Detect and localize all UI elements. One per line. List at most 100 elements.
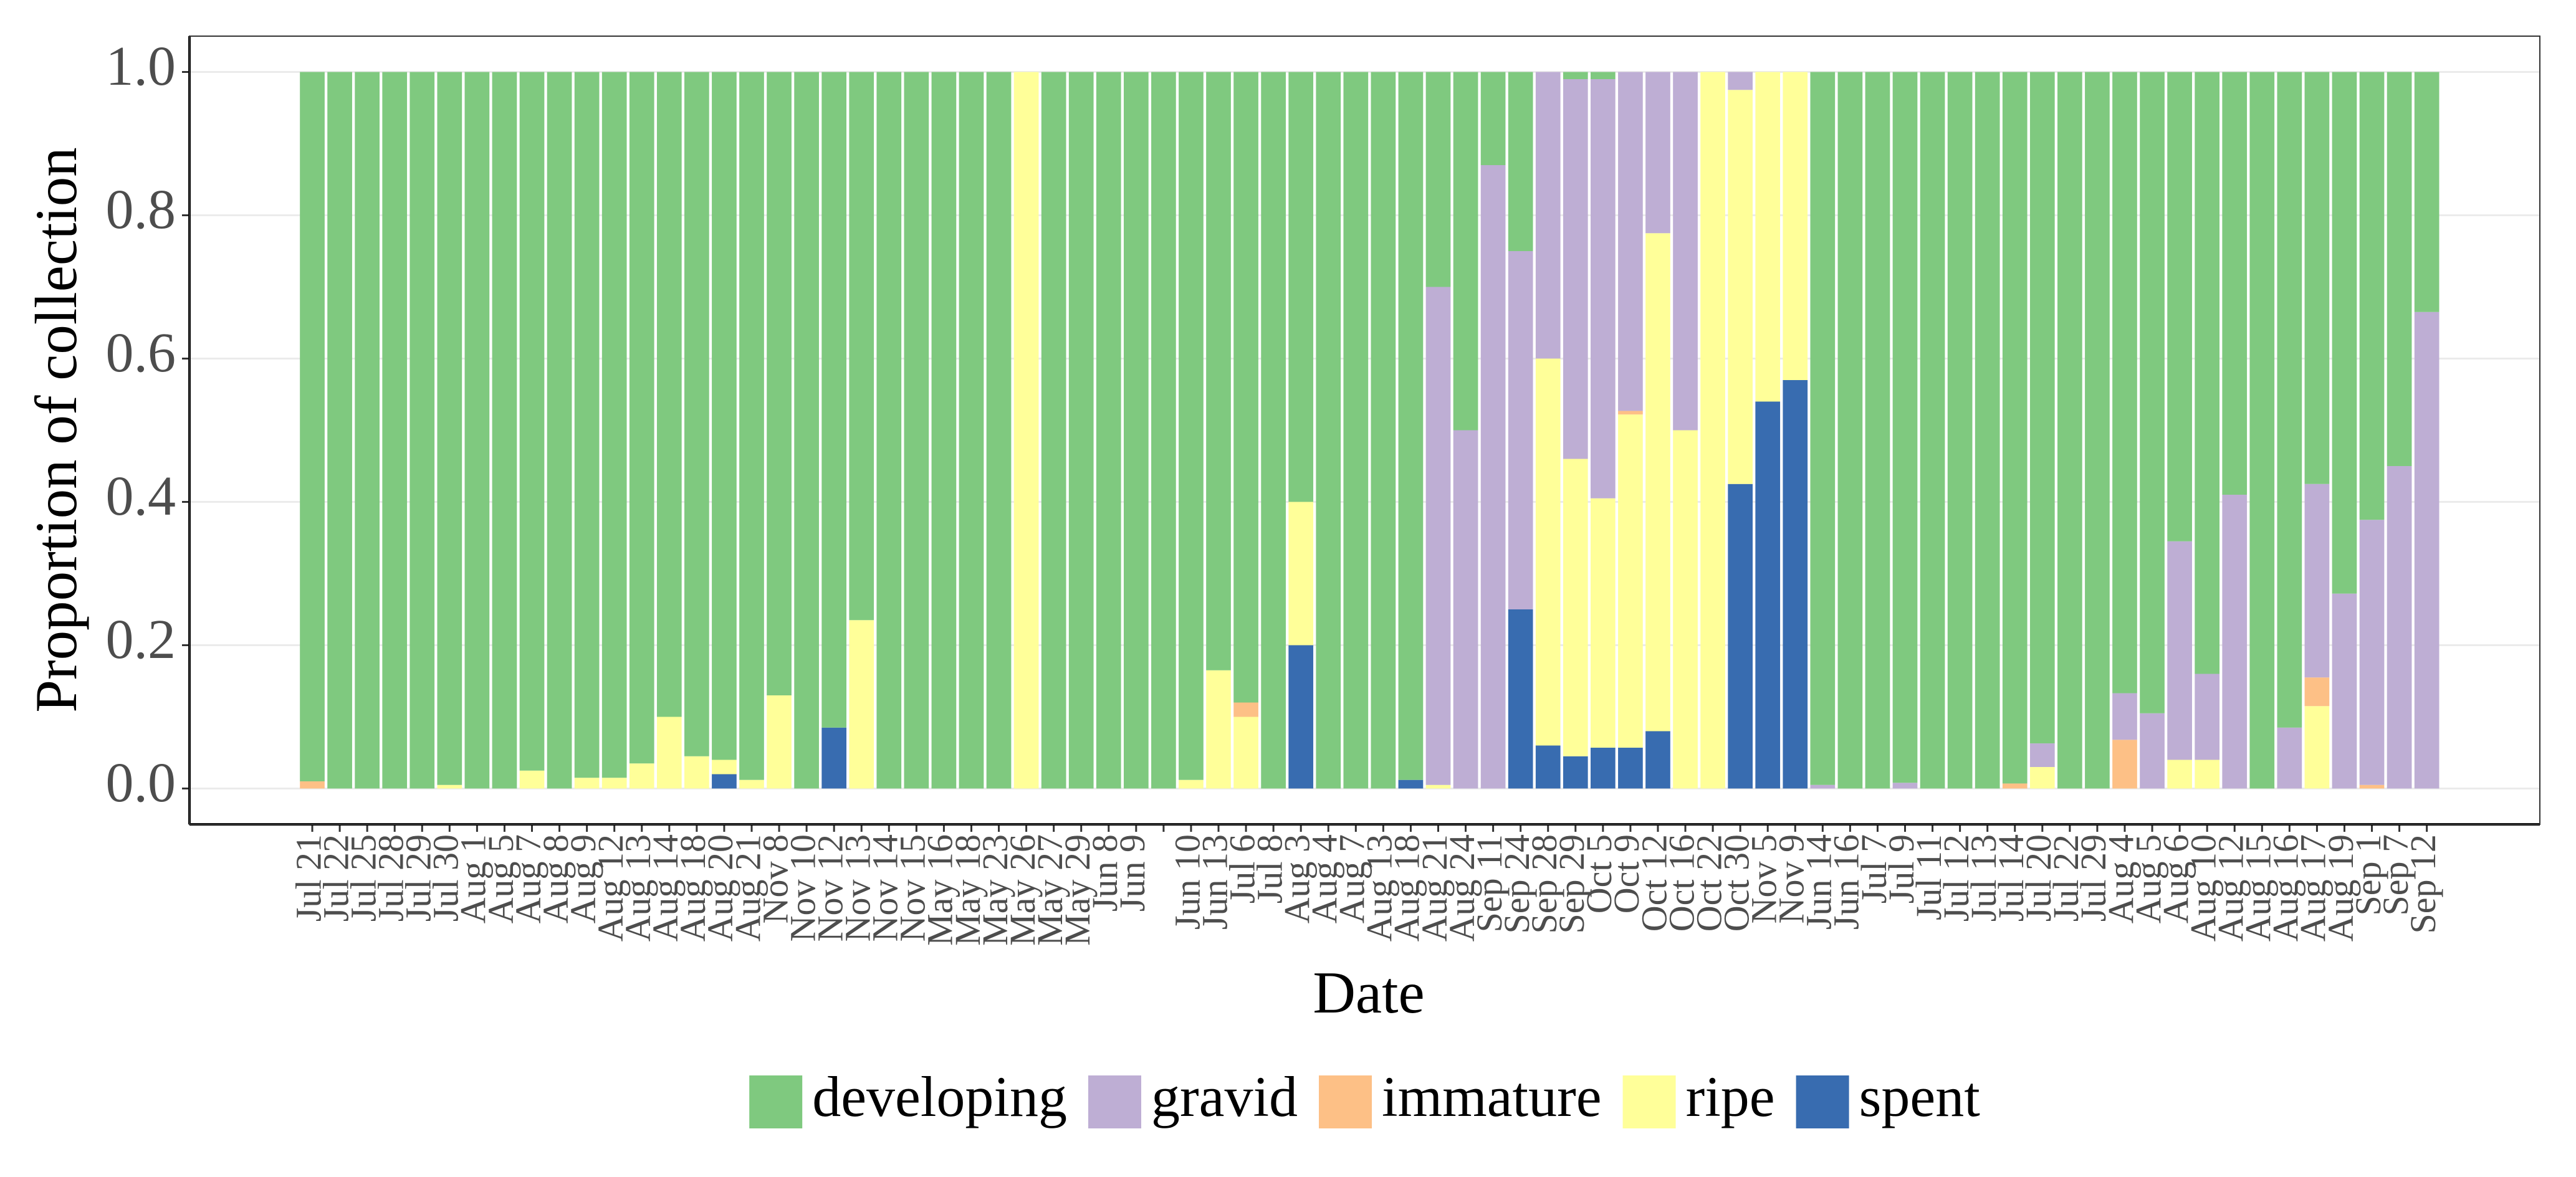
legend-label: immature: [1382, 1065, 1602, 1128]
bar-segment: [1013, 72, 1039, 789]
x-tick-label: Nov 15: [893, 834, 933, 941]
x-tick-label: Sep 29: [1551, 834, 1592, 934]
bar-segment: [1728, 484, 1753, 789]
x-tick-label: Nov 13: [838, 834, 878, 941]
bar-segment: [2304, 706, 2330, 789]
bar-segment: [656, 717, 682, 789]
x-tick-label: Aug 18: [673, 834, 713, 941]
legend-swatch: [1088, 1075, 1141, 1128]
bar-segment: [1508, 72, 1533, 251]
x-tick-label: Jul 25: [343, 834, 383, 922]
bar-segment: [2140, 72, 2165, 713]
bar-segment: [1618, 414, 1643, 748]
x-tick-label: Aug 21: [1414, 834, 1455, 941]
bar-segment: [1865, 72, 1890, 789]
bar-segment: [1837, 72, 1863, 789]
x-tick-label: Aug 5: [2128, 834, 2168, 923]
bar-segment: [519, 72, 545, 771]
bar-segment: [1920, 72, 1945, 789]
x-tick-label: Sep 7: [2375, 834, 2416, 916]
x-tick-label: Sep 11: [1469, 834, 1510, 932]
bar-segment: [1453, 430, 1478, 789]
bar-segment: [1425, 72, 1451, 287]
bar-segment: [2195, 674, 2220, 760]
bar-segment: [1123, 72, 1149, 789]
bar-segment: [656, 72, 682, 717]
x-tick-label: Jul 22: [315, 834, 356, 922]
y-tick-label: 1.0: [106, 36, 176, 97]
bar-segment: [1563, 72, 1588, 79]
bar-segment: [1591, 72, 1616, 79]
bar-segment: [574, 72, 600, 778]
bar-segment: [1591, 747, 1616, 789]
bar-segment: [1288, 645, 1314, 789]
bar-segment: [821, 727, 847, 789]
legend-swatch: [749, 1075, 803, 1128]
bar-segment: [2359, 72, 2385, 520]
bar-segment: [2112, 740, 2137, 789]
legend-item: spent: [1796, 1065, 1980, 1128]
bar-segment: [1425, 287, 1451, 785]
x-tick-label: Jul 6: [1222, 834, 1262, 903]
bar-segment: [1618, 72, 1643, 411]
bar-segment: [409, 72, 435, 789]
x-tick-label: Aug 12: [2211, 834, 2251, 941]
bar-segment: [2140, 713, 2165, 789]
bar-segment: [2029, 743, 2055, 767]
bar-segment: [1480, 165, 1506, 789]
bar-segment: [684, 756, 709, 789]
y-axis-title: Proportion of collection: [23, 147, 89, 713]
bar-segment: [2304, 72, 2330, 484]
bar-segment: [1398, 72, 1424, 780]
x-tick-label: Jul 29: [2073, 834, 2114, 922]
x-tick-label: May 29: [1057, 834, 1098, 946]
x-tick-label: Nov 5: [1744, 834, 1784, 923]
bar-segment: [1508, 609, 1533, 789]
x-tick-label: Sep 1: [2348, 834, 2388, 916]
x-tick-label: Aug 1: [453, 834, 494, 923]
x-tick-label: Oct 16: [1661, 834, 1702, 932]
bar-segment: [2167, 541, 2192, 760]
x-tick-label: Jul 12: [1936, 834, 1976, 922]
bar-segment: [2057, 72, 2082, 789]
bar-segment: [300, 72, 325, 781]
bar-segment: [1288, 72, 1314, 502]
x-tick-label: Jun 9: [1112, 834, 1152, 912]
legend-item: immature: [1319, 1065, 1602, 1128]
bar-segment: [1233, 717, 1258, 789]
x-tick-label: Aug 18: [1387, 834, 1427, 941]
bar-segment: [1535, 358, 1561, 746]
bar-segment: [1591, 498, 1616, 748]
x-tick-label: Oct 30: [1716, 834, 1756, 932]
bar-segment: [2332, 72, 2357, 594]
bar-segment: [2222, 495, 2248, 789]
bar-segment: [2249, 72, 2275, 789]
bar-segment: [1783, 72, 1808, 380]
x-tick-label: Jul 22: [2046, 834, 2086, 922]
bar-segment: [849, 72, 874, 621]
x-tick-label: Jul 14: [1991, 834, 2031, 922]
bar-segment: [2112, 72, 2137, 693]
bar-segment: [2195, 760, 2220, 789]
bar-segment: [1947, 72, 1973, 789]
bar-segment: [1425, 784, 1451, 789]
bar-segment: [739, 72, 764, 780]
x-tick-label: Nov 14: [865, 834, 906, 941]
bar-segment: [1892, 783, 1918, 789]
x-tick-label: Oct 9: [1606, 834, 1647, 913]
bar-segment: [1068, 72, 1094, 789]
bar-segment: [1096, 72, 1121, 789]
x-tick-label: Aug 14: [645, 834, 686, 941]
bar-segment: [2359, 784, 2385, 789]
x-tick-label: Oct 12: [1634, 834, 1674, 932]
x-tick-label: Jul 20: [2018, 834, 2059, 922]
x-tick-label: Jun 10: [1167, 834, 1207, 930]
plot-border: [189, 36, 2540, 825]
bar-segment: [904, 72, 929, 789]
bar-segment: [1810, 72, 1836, 785]
x-tick-label: Aug 13: [1359, 834, 1400, 941]
bar-segment: [2029, 767, 2055, 789]
bar-segment: [1563, 459, 1588, 756]
bar-segment: [1892, 72, 1918, 783]
x-tick-label: Aug 13: [618, 834, 658, 941]
